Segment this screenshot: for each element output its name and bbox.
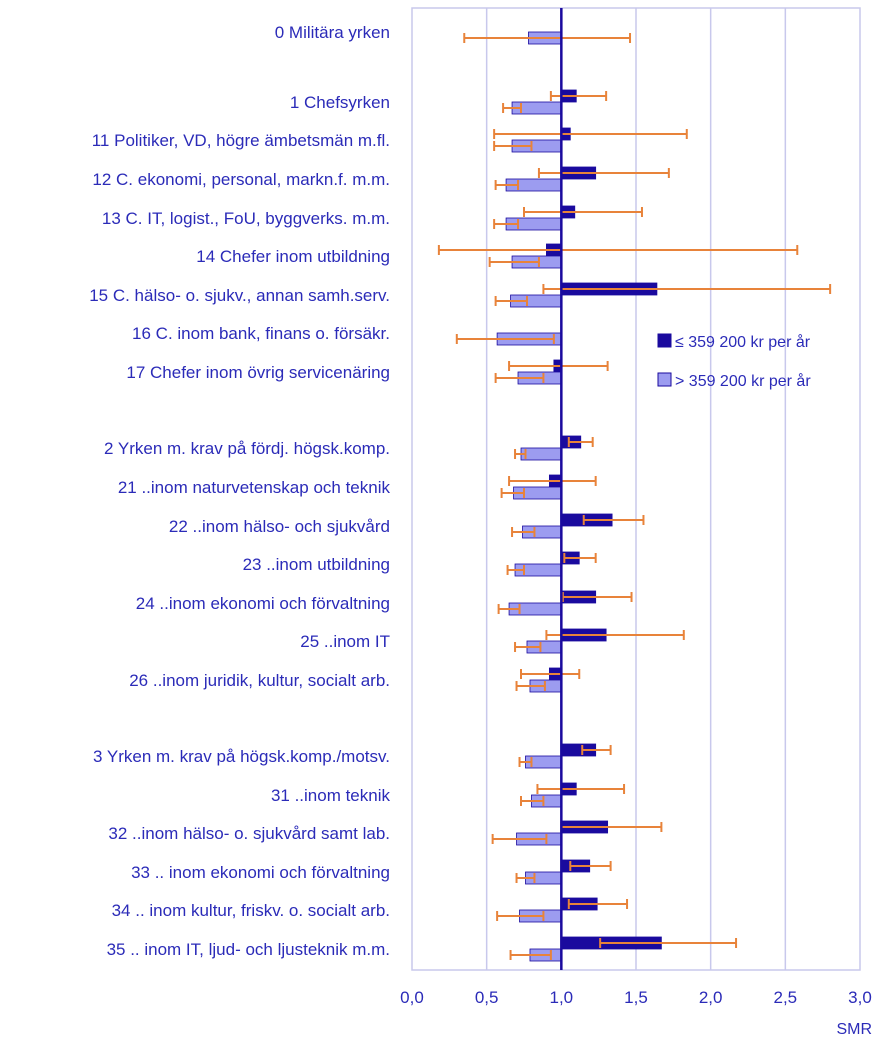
x-tick-label: 1,0 [550, 988, 574, 1007]
category-label: 0 Militära yrken [275, 23, 390, 42]
x-tick-label: 2,5 [774, 988, 798, 1007]
legend: ≤ 359 200 kr per år > 359 200 kr per år [657, 333, 811, 390]
legend-swatch [657, 372, 672, 387]
category-label: 23 ..inom utbildning [243, 555, 390, 574]
category-label: 2 Yrken m. krav på fördj. högsk.komp. [104, 439, 390, 458]
category-label: 34 .. inom kultur, friskv. o. socialt ar… [112, 901, 390, 920]
category-label: 21 ..inom naturvetenskap och teknik [118, 478, 391, 497]
category-label: 11 Politiker, VD, högre ämbetsmän m.fl. [92, 131, 390, 150]
category-label: 13 C. IT, logist., FoU, byggverks. m.m. [102, 209, 390, 228]
legend-swatch [657, 333, 672, 348]
category-label: 16 C. inom bank, finans o. försäkr. [132, 324, 390, 343]
grid-lines [411, 7, 861, 971]
axes: 0,0 0,5 1,0 1,5 2,0 2,5 3,0 SMR [400, 8, 872, 1038]
category-label: 31 ..inom teknik [271, 786, 391, 805]
legend-label: ≤ 359 200 kr per år [675, 333, 811, 351]
x-tick-label: 2,0 [699, 988, 723, 1007]
x-tick-label: 0,0 [400, 988, 424, 1007]
x-axis-title: SMR [836, 1021, 872, 1038]
x-tick-label: 1,5 [624, 988, 648, 1007]
category-label: 3 Yrken m. krav på högsk.komp./motsv. [93, 747, 390, 766]
category-label: 25 ..inom IT [300, 632, 390, 651]
category-label: 14 Chefer inom utbildning [196, 247, 390, 266]
category-label: 33 .. inom ekonomi och förvaltning [131, 863, 390, 882]
category-label: 35 .. inom IT, ljud- och ljusteknik m.m. [107, 940, 390, 959]
x-tick-label: 3,0 [848, 988, 872, 1007]
legend-label: > 359 200 kr per år [675, 372, 811, 390]
category-label: 12 C. ekonomi, personal, markn.f. m.m. [92, 170, 390, 189]
category-label: 17 Chefer inom övrig servicenäring [126, 363, 390, 382]
category-label: 24 ..inom ekonomi och förvaltning [136, 594, 390, 613]
category-label: 22 ..inom hälso- och sjukvård [169, 517, 390, 536]
category-label: 1 Chefsyrken [290, 93, 390, 112]
category-label: 32 ..inom hälso- o. sjukvård samt lab. [108, 824, 390, 843]
category-label: 26 ..inom juridik, kultur, socialt arb. [129, 671, 390, 690]
x-tick-label: 0,5 [475, 988, 499, 1007]
category-labels: 0 Militära yrken 1 Chefsyrken 11 Politiker… [89, 23, 390, 959]
error-bars [437, 33, 832, 960]
category-label: 15 C. hälso- o. sjukv., annan samh.serv. [89, 286, 390, 305]
bar-high-income [520, 447, 562, 461]
